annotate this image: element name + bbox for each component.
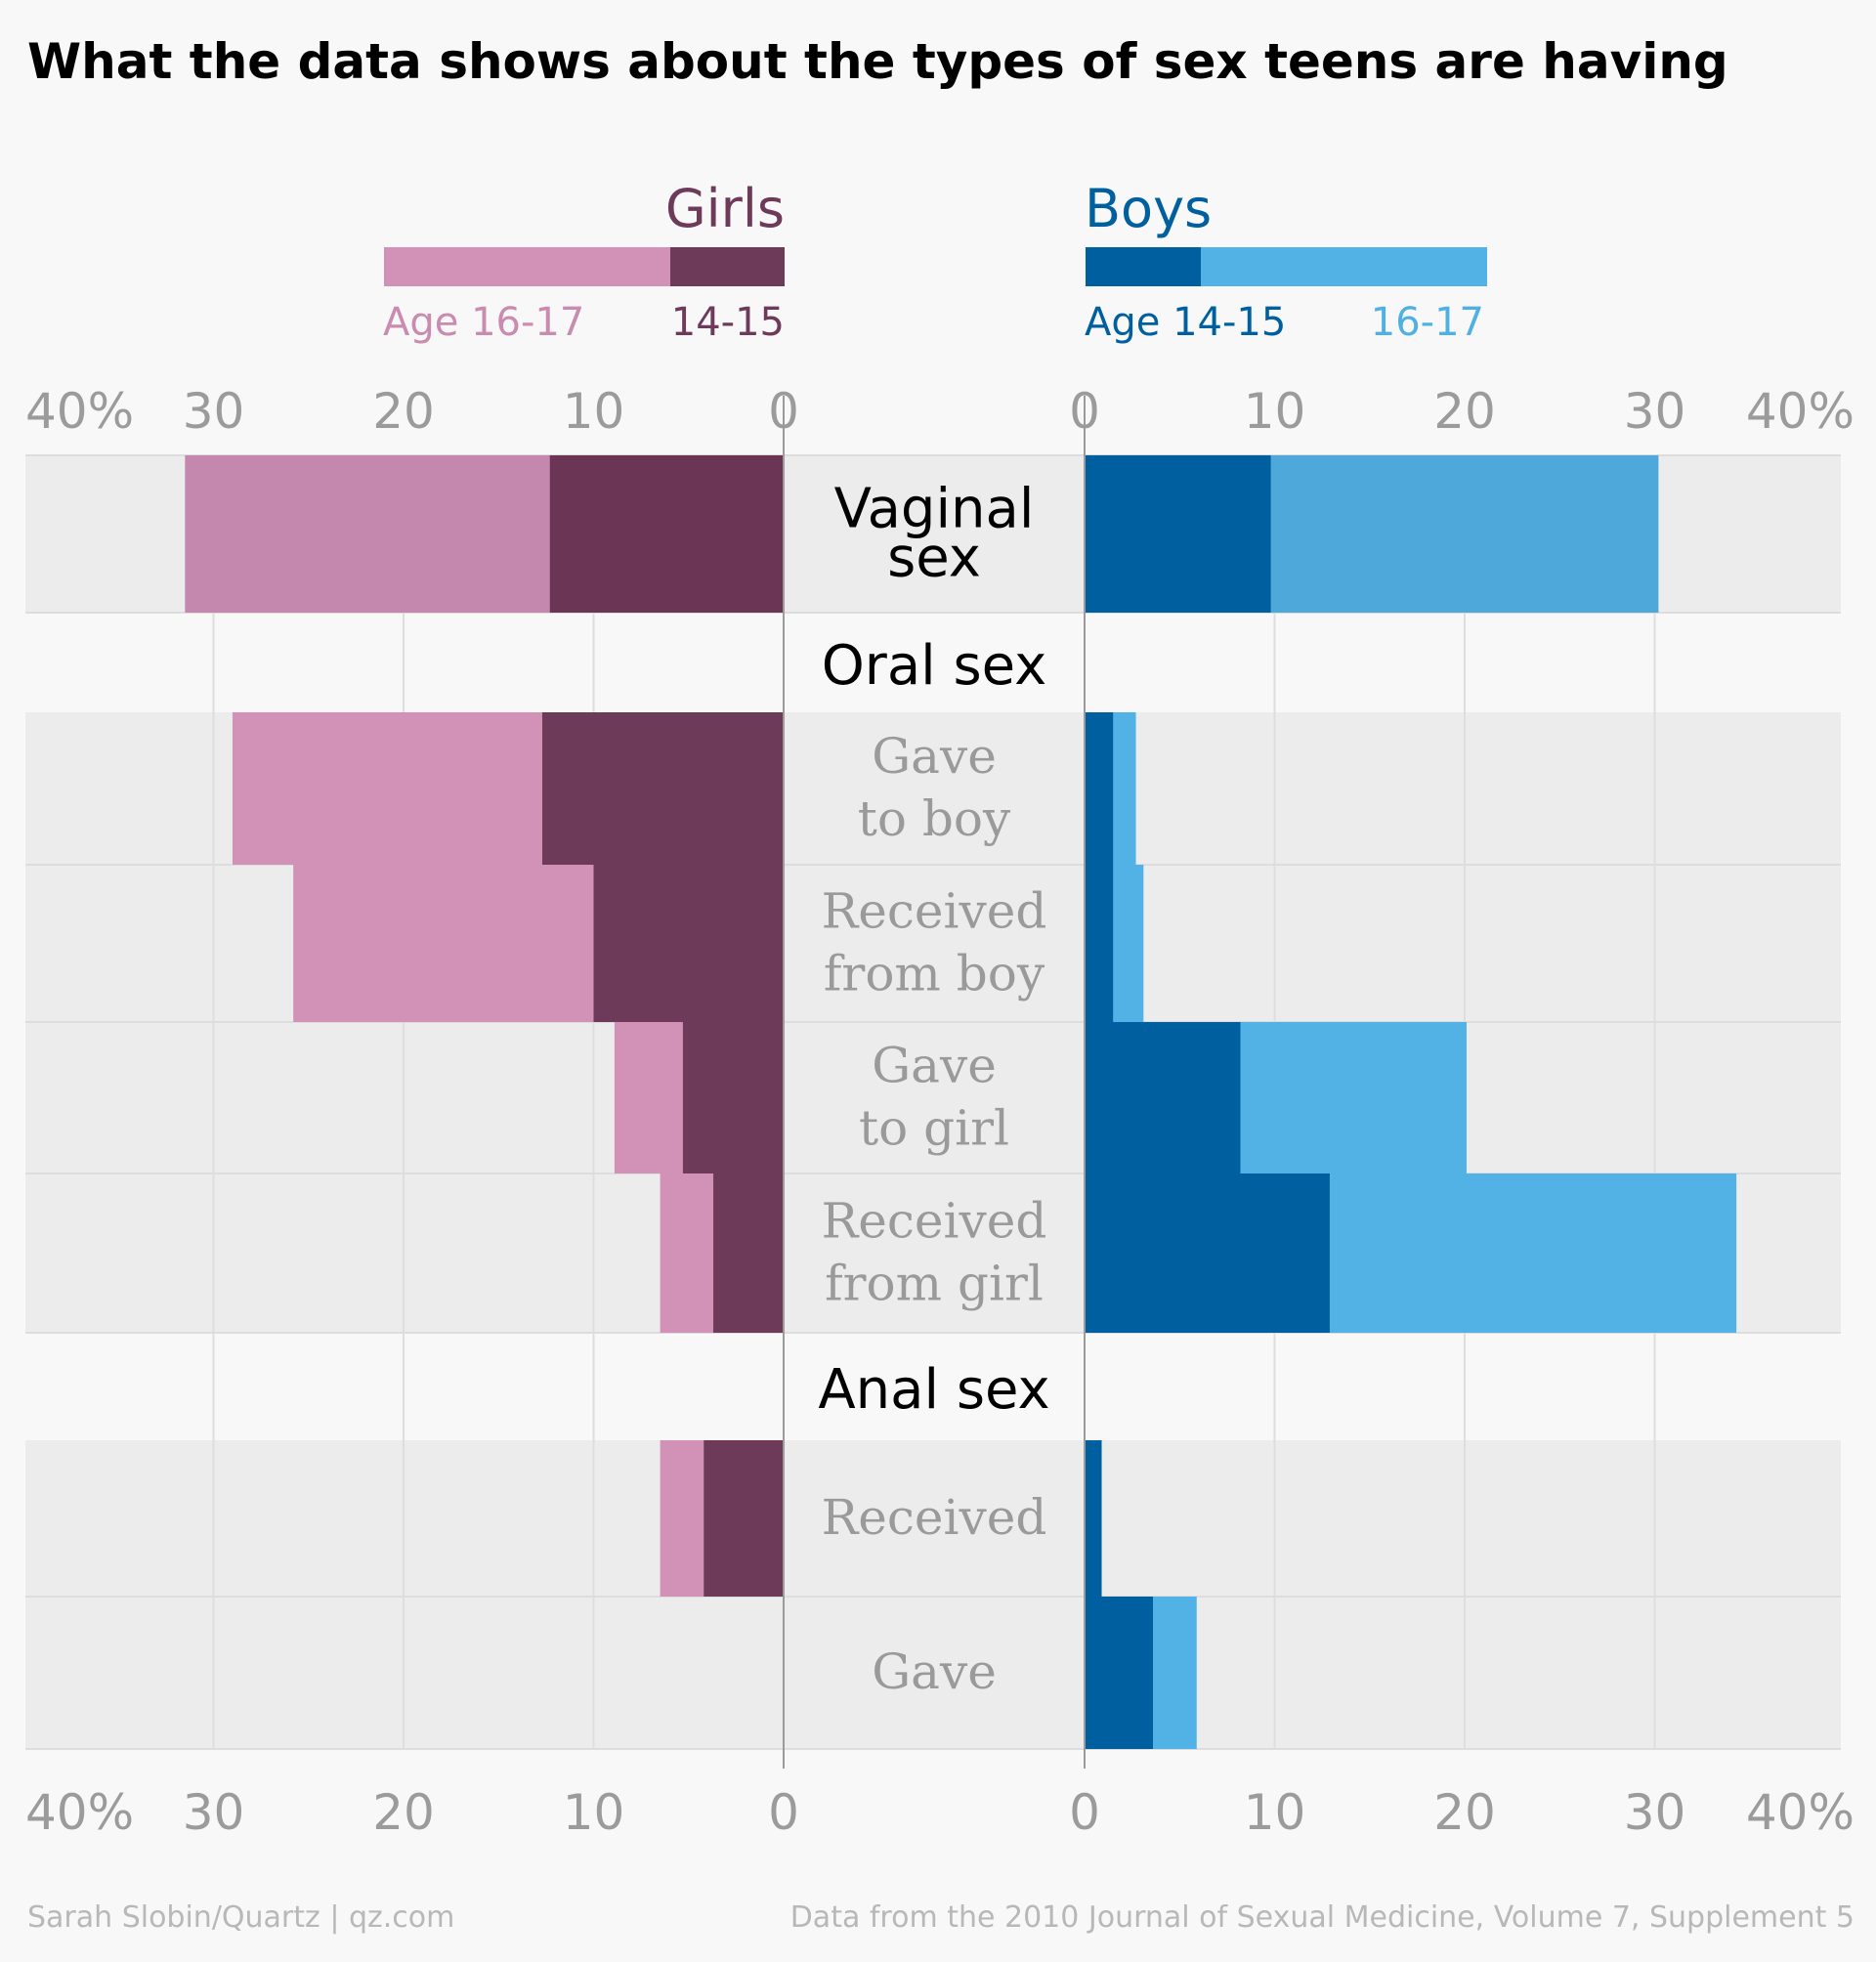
category-label: Received: [822, 1489, 1047, 1546]
legend-boys-younger-label: Age 14-15: [1085, 300, 1286, 345]
bar-girls-14-15: [704, 1440, 784, 1597]
tick-label-boys: 20: [1433, 383, 1496, 440]
category-label: from boy: [824, 946, 1045, 1002]
legend-boys-younger-swatch: [1086, 247, 1201, 286]
tick-label-girls: 40%: [25, 383, 134, 440]
bar-girls-14-15: [713, 1173, 784, 1333]
tick-label-girls: 0: [768, 383, 799, 440]
tick-label-girls: 10: [563, 1784, 625, 1841]
legend-boys-older-label: 16-17: [1371, 300, 1484, 345]
tick-label-boys: 0: [1069, 1784, 1100, 1841]
tick-label-girls: 20: [372, 383, 435, 440]
tick-label-girls: 0: [768, 1784, 799, 1841]
row-background: [25, 1022, 1841, 1173]
category-label: Received: [822, 1193, 1047, 1250]
legend-boys-label: Boys: [1085, 178, 1212, 239]
tick-label-boys: 10: [1244, 383, 1306, 440]
footer-source: Data from the 2010 Journal of Sexual Med…: [790, 1900, 1855, 1935]
bar-girls-14-15: [682, 1022, 784, 1173]
category-label: from girl: [825, 1256, 1044, 1312]
category-label: to boy: [858, 790, 1011, 847]
legend-girls-label: Girls: [665, 178, 785, 239]
row-background: [25, 1440, 1841, 1597]
category-label: Gave: [872, 1038, 997, 1094]
row-background: [25, 1597, 1841, 1749]
tick-label-boys: 10: [1244, 1784, 1306, 1841]
tick-label-girls: 30: [183, 1784, 245, 1841]
bar-boys-14-15: [1085, 1597, 1154, 1749]
bar-boys-14-15: [1085, 712, 1114, 865]
bar-girls-14-15: [541, 712, 784, 865]
legend-girls-older-label: Age 16-17: [383, 300, 584, 345]
tick-label-girls: 10: [563, 383, 625, 440]
legend: Girls Age 16-17 14-15 Boys Age 14-15 16-…: [383, 178, 1487, 345]
bar-boys-14-15: [1085, 1440, 1102, 1597]
tick-label-boys: 0: [1069, 383, 1100, 440]
category-label: Vaginal: [834, 478, 1035, 541]
tick-label-boys: 20: [1433, 1784, 1496, 1841]
bar-boys-14-15: [1085, 455, 1271, 613]
category-label: Gave: [872, 728, 997, 785]
tick-label-girls: 20: [372, 1784, 435, 1841]
legend-girls-younger-label: 14-15: [671, 300, 785, 345]
legend-boys-older-swatch: [1201, 247, 1487, 286]
tick-label-girls: 30: [183, 383, 245, 440]
bar-boys-14-15: [1085, 1173, 1330, 1333]
tick-label-boys: 30: [1624, 1784, 1686, 1841]
legend-girls-younger-swatch: [670, 247, 785, 286]
footer-credit: Sarah Slobin/Quartz | qz.com: [27, 1900, 454, 1935]
chart-title: What the data shows about the types of s…: [27, 33, 1728, 90]
tick-label-boys: 30: [1624, 383, 1686, 440]
bar-girls-14-15: [593, 865, 784, 1022]
category-label: to girl: [859, 1100, 1009, 1157]
bar-boys-14-15: [1085, 865, 1114, 1022]
category-label: sex: [887, 527, 981, 590]
category-label: Received: [822, 883, 1047, 940]
bar-girls-14-15: [549, 455, 784, 613]
tick-label-boys: 40%: [1746, 383, 1855, 440]
category-label: Gave: [872, 1643, 997, 1700]
tick-label-girls: 40%: [25, 1784, 134, 1841]
section-header-anal: Anal sex: [818, 1358, 1049, 1422]
section-header-oral: Oral sex: [822, 634, 1047, 698]
legend-girls-older-swatch: [384, 247, 670, 286]
tick-label-boys: 40%: [1746, 1784, 1855, 1841]
bar-boys-14-15: [1085, 1022, 1241, 1173]
